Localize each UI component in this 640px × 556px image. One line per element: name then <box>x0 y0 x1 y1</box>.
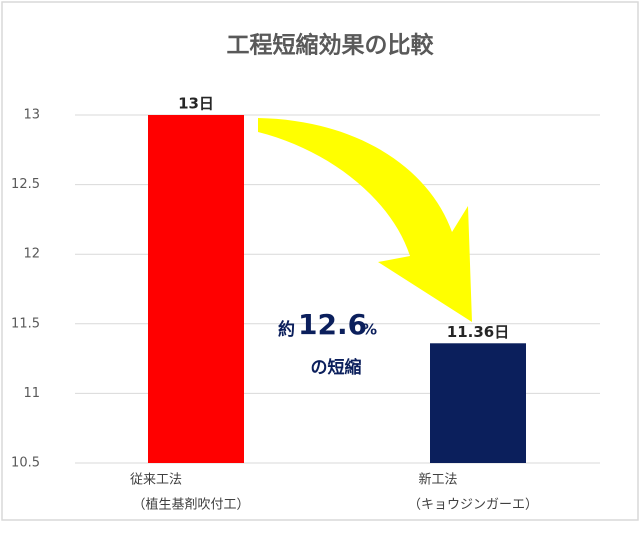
value-label: 13日 <box>178 95 214 113</box>
x-tick-note: （キョウジンガーエ） <box>408 498 538 513</box>
y-tick-label: 12.5 <box>11 177 40 192</box>
y-tick-label: 12 <box>23 247 40 262</box>
y-tick-label: 11 <box>23 386 40 401</box>
y-tick-label: 13 <box>23 108 40 123</box>
chart-frame <box>1 1 639 521</box>
x-tick-note: （植生基剤吹付工） <box>132 497 249 513</box>
bar <box>148 115 244 463</box>
chart-title: 工程短縮効果の比較 <box>227 32 435 59</box>
annotation-prefix: 約 <box>278 319 295 340</box>
y-tick-label: 11.5 <box>11 316 40 331</box>
y-tick-label: 10.5 <box>11 456 40 471</box>
annotation-suffix: % <box>362 321 377 339</box>
annotation-line2: の短縮 <box>311 357 362 378</box>
arrow <box>258 118 472 322</box>
x-tick-label: 従来工法 <box>130 473 182 488</box>
bar <box>430 343 526 463</box>
value-label: 11.36日 <box>447 323 509 341</box>
annotation-value: 12.6 <box>298 308 367 341</box>
x-tick-label: 新工法 <box>418 472 457 488</box>
